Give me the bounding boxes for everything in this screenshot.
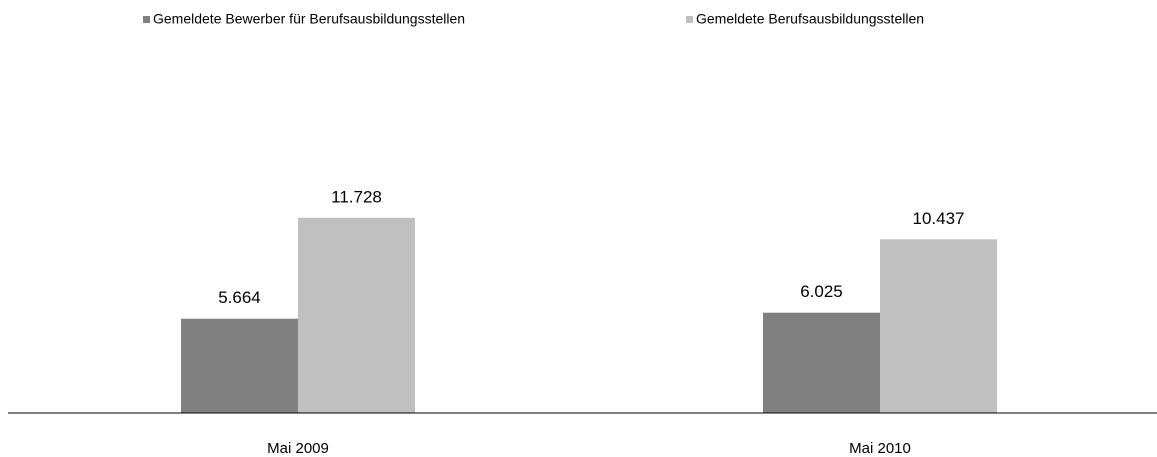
bar xyxy=(298,217,415,413)
x-tick-label: Mai 2010 xyxy=(849,440,911,457)
bar xyxy=(181,318,298,413)
data-label: 6.025 xyxy=(800,282,843,301)
legend-swatch xyxy=(686,16,693,23)
legend-label: Gemeldete Bewerber für Berufsausbildungs… xyxy=(153,11,465,27)
data-label: 10.437 xyxy=(913,209,965,228)
data-label: 5.664 xyxy=(218,288,261,307)
data-label: 11.728 xyxy=(331,187,382,206)
bar xyxy=(880,239,997,413)
x-tick-label: Mai 2009 xyxy=(267,440,329,457)
legend-label: Gemeldete Berufsausbildungsstellen xyxy=(696,11,924,27)
legend-swatch xyxy=(143,16,150,23)
bar xyxy=(763,312,880,413)
